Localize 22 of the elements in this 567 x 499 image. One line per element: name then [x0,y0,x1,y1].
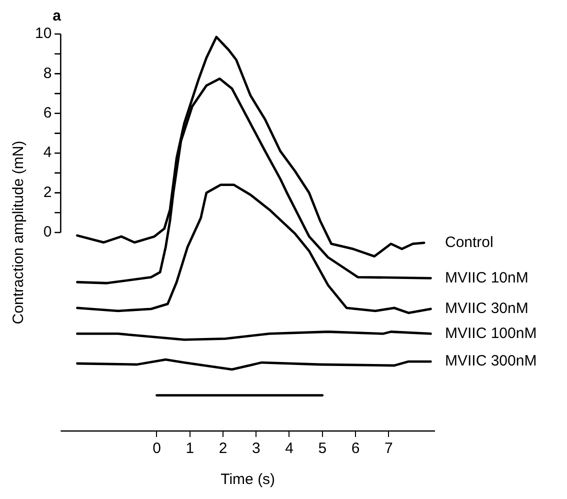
text: a [52,8,62,25]
y-tick-label: 4 [43,144,52,162]
x-tick-label: 0 [152,440,161,458]
x-tick-label: 2 [218,440,228,458]
y-tick-label: 8 [43,64,52,82]
series-label: MVIIC 300nM [445,352,537,370]
y-tick-label: 2 [43,184,52,201]
x-tick-label: 1 [186,440,194,458]
y-axis-title: Contraction amplitude (mN) [10,140,28,324]
x-tick-label: 3 [252,440,260,458]
series-label: MVIIC 30nM [445,300,528,318]
series-label: MVIIC 100nM [445,324,537,342]
series-label: Control [445,234,494,251]
y-tick-label: 0 [43,224,52,241]
x-tick-label: 7 [384,440,393,458]
x-tick-label: 6 [351,440,360,458]
series-label: MVIIC 10nM [445,269,528,286]
x-axis-title: Time (s) [220,471,276,488]
x-tick-label: 4 [285,440,294,458]
x-tick-label: 5 [318,440,327,458]
y-tick-label: 6 [43,104,52,122]
y-tick-label: 10 [34,25,52,42]
